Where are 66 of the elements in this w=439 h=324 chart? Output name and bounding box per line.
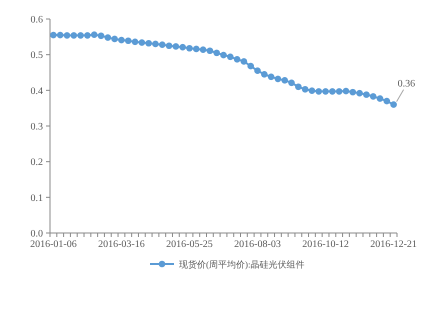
point <box>111 36 118 42</box>
y-tick-label: 0.6 <box>30 14 43 26</box>
y-tick-label: 0.4 <box>30 86 43 97</box>
point <box>336 88 342 95</box>
point <box>322 88 329 95</box>
point <box>220 52 227 58</box>
point <box>281 77 288 84</box>
point <box>172 43 180 50</box>
point <box>247 62 254 70</box>
x-tick-label: 2016-08-03 <box>234 239 281 250</box>
point <box>56 32 64 38</box>
x-tick-label: 2016-03-16 <box>98 239 145 250</box>
point <box>166 42 172 50</box>
point <box>274 76 282 82</box>
y-tick-label: 0.3 <box>30 122 43 132</box>
point <box>363 91 370 98</box>
point <box>234 56 240 63</box>
point <box>342 88 350 94</box>
point <box>349 88 356 96</box>
y-tick-label: 0.0 <box>30 228 43 240</box>
point <box>315 88 322 95</box>
point <box>192 46 200 52</box>
point <box>138 39 146 46</box>
point <box>383 98 390 104</box>
point <box>308 87 316 94</box>
x-tick-label: 2016-10-12 <box>302 239 349 250</box>
point <box>200 46 206 53</box>
point <box>376 95 384 102</box>
legend-label: 现货价(周平均价):晶硅光伏组件 <box>179 260 304 270</box>
point <box>70 32 78 39</box>
point <box>145 40 152 47</box>
y-tick-label: 0.5 <box>30 50 43 62</box>
point <box>158 41 166 48</box>
point <box>179 44 186 50</box>
point <box>370 93 376 100</box>
point <box>124 37 132 44</box>
point <box>390 101 397 108</box>
point <box>329 88 336 95</box>
x-tick-label: 2016-01-06 <box>30 239 77 250</box>
point <box>64 32 70 39</box>
point <box>84 32 91 39</box>
point <box>254 67 261 74</box>
point <box>227 54 234 60</box>
annotation: 0.36 <box>398 78 416 90</box>
point <box>77 32 84 39</box>
point <box>288 80 295 86</box>
point <box>213 50 220 56</box>
point <box>90 31 98 38</box>
y-tick-label: 0.2 <box>30 157 43 168</box>
x-tick-label: 2016-12-21 <box>370 239 417 250</box>
y-tick-label: 0.1 <box>30 192 43 204</box>
point <box>261 70 268 78</box>
point <box>152 40 159 48</box>
point <box>206 47 214 54</box>
point <box>132 38 138 46</box>
x-tick-label: 2016-05-25 <box>166 239 213 250</box>
point <box>302 86 308 93</box>
point <box>356 90 363 96</box>
point <box>240 58 248 65</box>
point <box>186 44 193 52</box>
point <box>118 36 125 44</box>
point <box>295 83 302 90</box>
point <box>268 73 274 80</box>
point <box>50 32 57 38</box>
point <box>104 34 112 41</box>
point <box>98 32 104 40</box>
